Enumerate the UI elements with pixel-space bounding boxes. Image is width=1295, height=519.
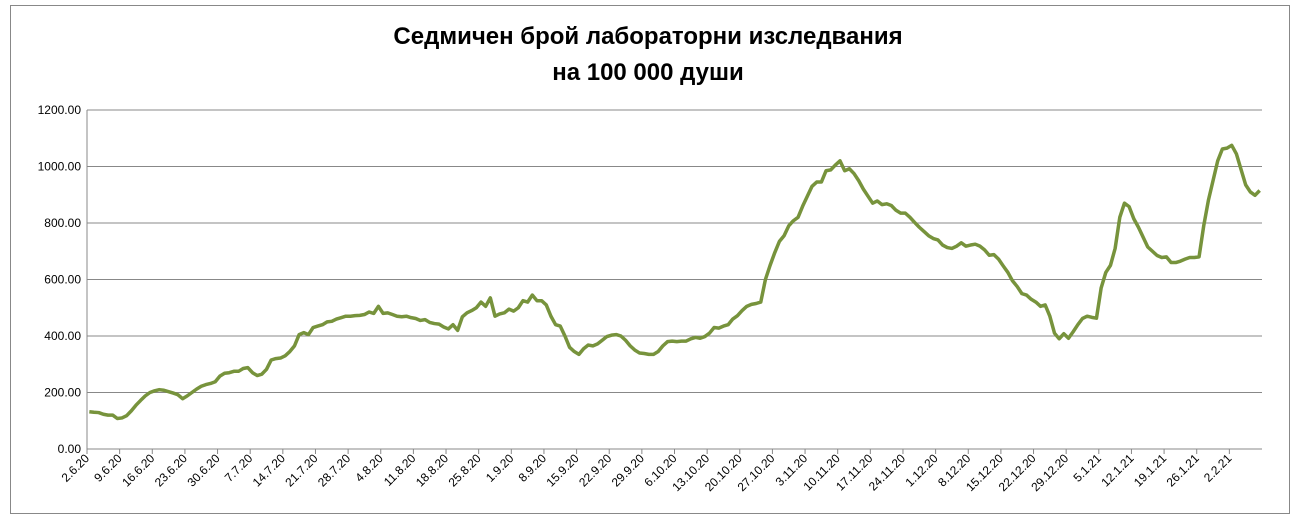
y-tick-label: 200.00	[44, 386, 81, 400]
y-tick-label: 0.00	[58, 442, 82, 456]
y-tick-label: 400.00	[44, 329, 81, 343]
data-line	[89, 143, 1261, 421]
y-tick-label: 1000.00	[38, 160, 82, 174]
y-tick-label: 800.00	[44, 216, 81, 230]
y-tick-label: 600.00	[44, 273, 81, 287]
chart-title: на 100 000 души	[552, 59, 744, 86]
y-tick-label: 1200.00	[38, 103, 82, 117]
chart-border	[10, 5, 1290, 514]
chart-title: Седмичен брой лабораторни изследвания	[393, 23, 902, 50]
